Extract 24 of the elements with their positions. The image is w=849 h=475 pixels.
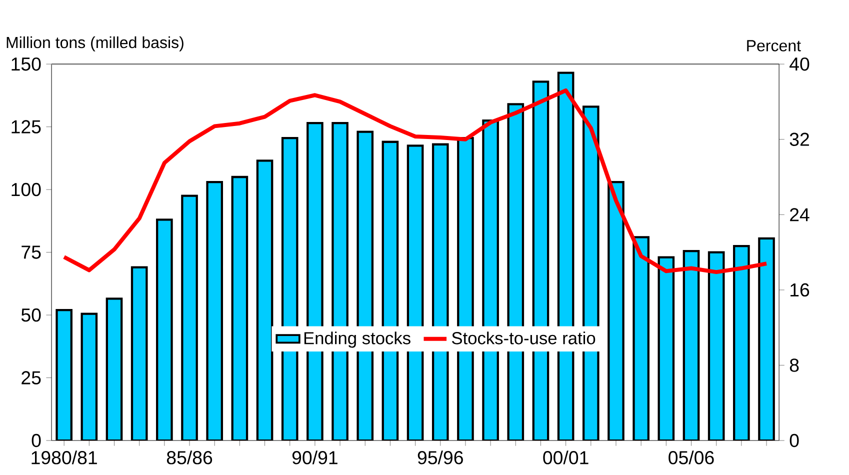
y2-axis-title: Percent (747, 40, 801, 52)
line-series (62, 88, 769, 274)
y2-tick-label: 16 (790, 283, 810, 296)
x-tick-label: 1980/81 (32, 450, 97, 464)
x-tick-label: 00/01 (543, 450, 588, 464)
y-tick-label: 0 (32, 434, 41, 448)
legend-label: Ending stocks (304, 331, 410, 348)
y2-tick-label: 0 (790, 434, 799, 448)
y2-tick-label: 40 (790, 57, 810, 71)
x-tick-label: 90/91 (292, 450, 338, 464)
y-tick-label: 100 (12, 182, 41, 196)
y-tick-label: 25 (22, 371, 41, 384)
y-tick-label: 75 (22, 246, 41, 259)
x-tick-label: 85/86 (166, 450, 212, 464)
y2-tick-label: 24 (790, 208, 810, 222)
y-axis-title: Million tons (milled basis) (6, 36, 184, 52)
y2-tick-label: 32 (790, 132, 809, 146)
legend-label: Stocks-to-use ratio (452, 331, 596, 344)
y-tick-label: 150 (12, 57, 41, 71)
x-tick-label: 95/96 (418, 450, 463, 464)
y2-tick-label: 8 (790, 358, 799, 372)
y-tick-label: 125 (12, 120, 41, 134)
x-tick-label: 05/06 (668, 450, 714, 464)
y-tick-label: 50 (21, 308, 41, 322)
